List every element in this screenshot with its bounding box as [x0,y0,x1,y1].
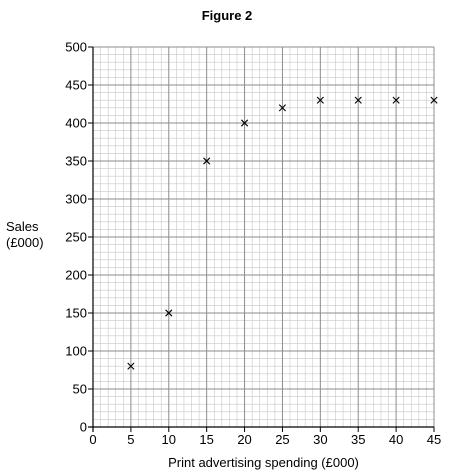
x-tick-label: 0 [89,432,96,447]
x-tick-label: 40 [389,432,403,447]
y-tick-labels: 0 50 100 150 200 250 300 350 400 450 500 [65,40,87,435]
data-point-marker [127,362,135,370]
y-tick-label: 300 [65,192,87,207]
y-tick-label: 100 [65,344,87,359]
data-point-marker [430,96,438,104]
x-tick-label: 15 [199,432,213,447]
y-tick-label: 0 [80,420,87,435]
x-tick-label: 30 [313,432,327,447]
data-point-marker [240,119,249,127]
y-tick-label: 350 [65,154,87,169]
x-tick-label: 45 [427,432,441,447]
y-tick-label: 400 [65,116,87,131]
x-tick-label: 20 [237,432,251,447]
y-tick-label: 200 [65,268,87,283]
x-tick-label: 10 [162,432,176,447]
x-tick-label: 35 [351,432,365,447]
y-tick-label: 250 [65,230,87,245]
data-point-marker [392,96,400,104]
y-tick-label: 150 [65,306,87,321]
data-point-marker [278,104,287,112]
data-points [127,96,438,370]
x-tick-label: 25 [275,432,289,447]
y-axis-label-line-1: Sales [6,219,39,234]
x-axis-label: Print advertising spending (£000) [168,455,359,470]
y-axis-label: Sales (£000) [6,219,44,251]
data-point-marker [354,96,362,104]
x-tick-label: 5 [127,432,134,447]
y-axis-label-line-2: (£000) [6,235,44,250]
y-tick-label: 500 [65,40,87,55]
data-point-marker [316,96,324,104]
axes [88,46,435,432]
y-tick-label: 450 [65,78,87,93]
x-tick-labels: 0 5 10 15 20 25 30 35 40 45 [89,432,441,447]
major-grid [92,46,435,428]
y-tick-label: 50 [73,382,87,397]
data-point-marker [165,309,173,317]
data-point-marker [203,157,211,165]
figure-title: Figure 2 [201,8,253,23]
